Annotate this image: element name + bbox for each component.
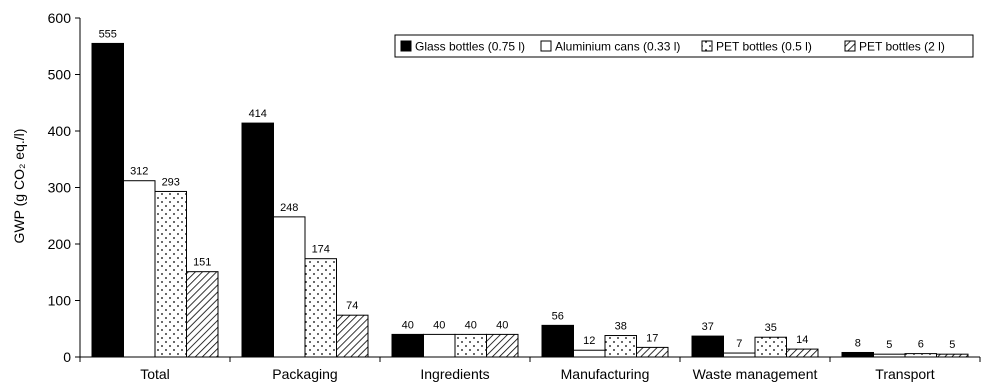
data-label: 8 <box>855 337 861 349</box>
data-label: 35 <box>765 322 777 334</box>
data-label: 40 <box>433 319 445 331</box>
bar <box>691 335 724 358</box>
y-tick-label: 200 <box>48 236 72 252</box>
legend: Glass bottles (0.75 l) Aluminium cans (0.… <box>394 34 974 58</box>
x-tick-label: Transport <box>875 366 935 382</box>
bar <box>786 348 819 358</box>
legend-swatch <box>540 40 552 52</box>
legend-box <box>394 34 974 58</box>
bar <box>304 258 337 358</box>
data-label: 37 <box>702 321 714 333</box>
data-label: 40 <box>465 319 477 331</box>
data-label: 312 <box>130 166 148 178</box>
bar <box>636 346 669 358</box>
bar <box>241 122 274 358</box>
legend-label: PET bottles (0.5 l) <box>716 40 812 54</box>
data-label: 38 <box>615 321 627 333</box>
y-tick-label: 500 <box>48 67 72 83</box>
legend-swatch <box>701 40 713 52</box>
y-tick-label: 600 <box>48 10 72 26</box>
legend-swatch <box>844 40 856 52</box>
data-label: 40 <box>496 319 508 331</box>
data-label: 293 <box>162 176 180 188</box>
legend-swatch <box>400 40 412 52</box>
data-label: 6 <box>918 339 924 351</box>
y-axis-label: GWP (g CO₂ eq./l) <box>11 129 27 244</box>
data-label: 40 <box>402 319 414 331</box>
bar <box>454 333 487 358</box>
data-label: 56 <box>552 310 564 322</box>
data-label: 5 <box>949 339 955 351</box>
y-tick-label: 100 <box>48 293 72 309</box>
bar <box>841 351 874 358</box>
data-label: 74 <box>346 300 358 312</box>
data-label: 248 <box>280 202 298 214</box>
data-label: 12 <box>583 335 595 347</box>
data-label: 14 <box>796 334 808 346</box>
legend-label: Aluminium cans (0.33 l) <box>555 40 680 54</box>
data-label: 151 <box>193 257 211 269</box>
data-label: 17 <box>646 332 658 344</box>
axes: 0 100 200 300 400 500 600 Total Packaging Ingredi… <box>48 10 981 382</box>
x-tick-label: Ingredients <box>420 366 489 382</box>
x-tick-label: Manufacturing <box>561 366 650 382</box>
bar <box>904 353 937 358</box>
bar <box>573 349 606 358</box>
bar <box>273 216 306 358</box>
bar <box>154 190 187 358</box>
bar <box>186 271 219 358</box>
data-label: 414 <box>249 108 267 120</box>
bar <box>723 352 756 358</box>
x-tick-label: Waste management <box>693 366 818 382</box>
bar <box>123 180 156 358</box>
bar <box>423 333 456 358</box>
bar <box>754 336 787 358</box>
y-tick-label: 0 <box>63 349 71 365</box>
bar <box>91 42 124 358</box>
x-tick-label: Packaging <box>272 366 337 382</box>
data-label: 555 <box>99 28 117 40</box>
bar <box>486 333 519 358</box>
y-tick-label: 400 <box>48 123 72 139</box>
bar <box>541 324 574 358</box>
legend-label: Glass bottles (0.75 l) <box>415 40 525 54</box>
bar <box>604 335 637 358</box>
data-label: 174 <box>312 244 330 256</box>
y-tick-label: 300 <box>48 180 72 196</box>
legend-label: PET bottles (2 l) <box>859 40 945 54</box>
bar <box>391 333 424 358</box>
data-label: 7 <box>736 338 742 350</box>
x-tick-label: Total <box>140 366 170 382</box>
bar <box>336 314 369 358</box>
data-label: 5 <box>886 339 892 351</box>
bars <box>91 42 969 358</box>
